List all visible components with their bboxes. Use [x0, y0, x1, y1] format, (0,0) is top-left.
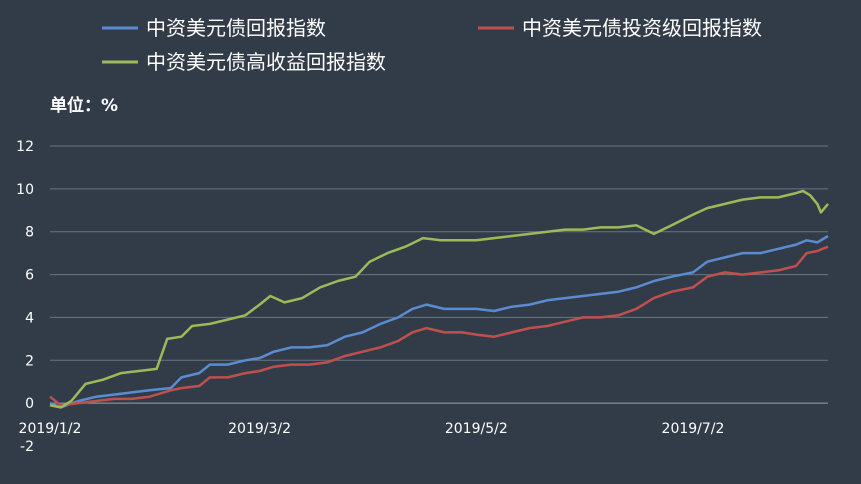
y-axis-ticks: 12 10 8 6 4 2 0 -2 [16, 139, 34, 455]
legend-label-2: 中资美元债投资级回报指数 [522, 16, 762, 40]
series-line-1 [49, 234, 829, 409]
series-line-3 [49, 189, 829, 409]
x-tick-label: 2019/3/2 [228, 421, 291, 437]
legend-item-3: 中资美元债高收益回报指数 [102, 50, 386, 74]
y-tick-label: 0 [25, 396, 34, 412]
x-tick-label: 2019/1/2 [19, 421, 82, 437]
y-tick-label: 4 [25, 310, 34, 326]
legend-item-2: 中资美元债投资级回报指数 [478, 16, 762, 40]
x-tick-label: 2019/5/2 [445, 421, 508, 437]
y-tick-label: 6 [25, 268, 34, 284]
legend-item-1: 中资美元债回报指数 [102, 16, 326, 40]
x-tick-label: 2019/7/2 [662, 421, 725, 437]
unit-label: 单位：% [50, 95, 118, 116]
legend: 中资美元债回报指数 中资美元债投资级回报指数 中资美元债高收益回报指数 [102, 16, 762, 74]
y-tick-label: 12 [16, 139, 34, 155]
y-tick-label: 10 [16, 182, 34, 198]
y-tick-label: 2 [25, 353, 34, 369]
series-line-2 [49, 245, 829, 407]
y-tick-label: 8 [25, 225, 34, 241]
series-lines [49, 189, 829, 409]
legend-label-1: 中资美元债回报指数 [146, 16, 326, 40]
gridlines [50, 145, 828, 404]
legend-label-3: 中资美元债高收益回报指数 [146, 50, 386, 74]
x-axis-ticks: 2019/1/2 2019/3/2 2019/5/2 2019/7/2 [19, 421, 725, 437]
y-tick-label: -2 [20, 439, 34, 455]
